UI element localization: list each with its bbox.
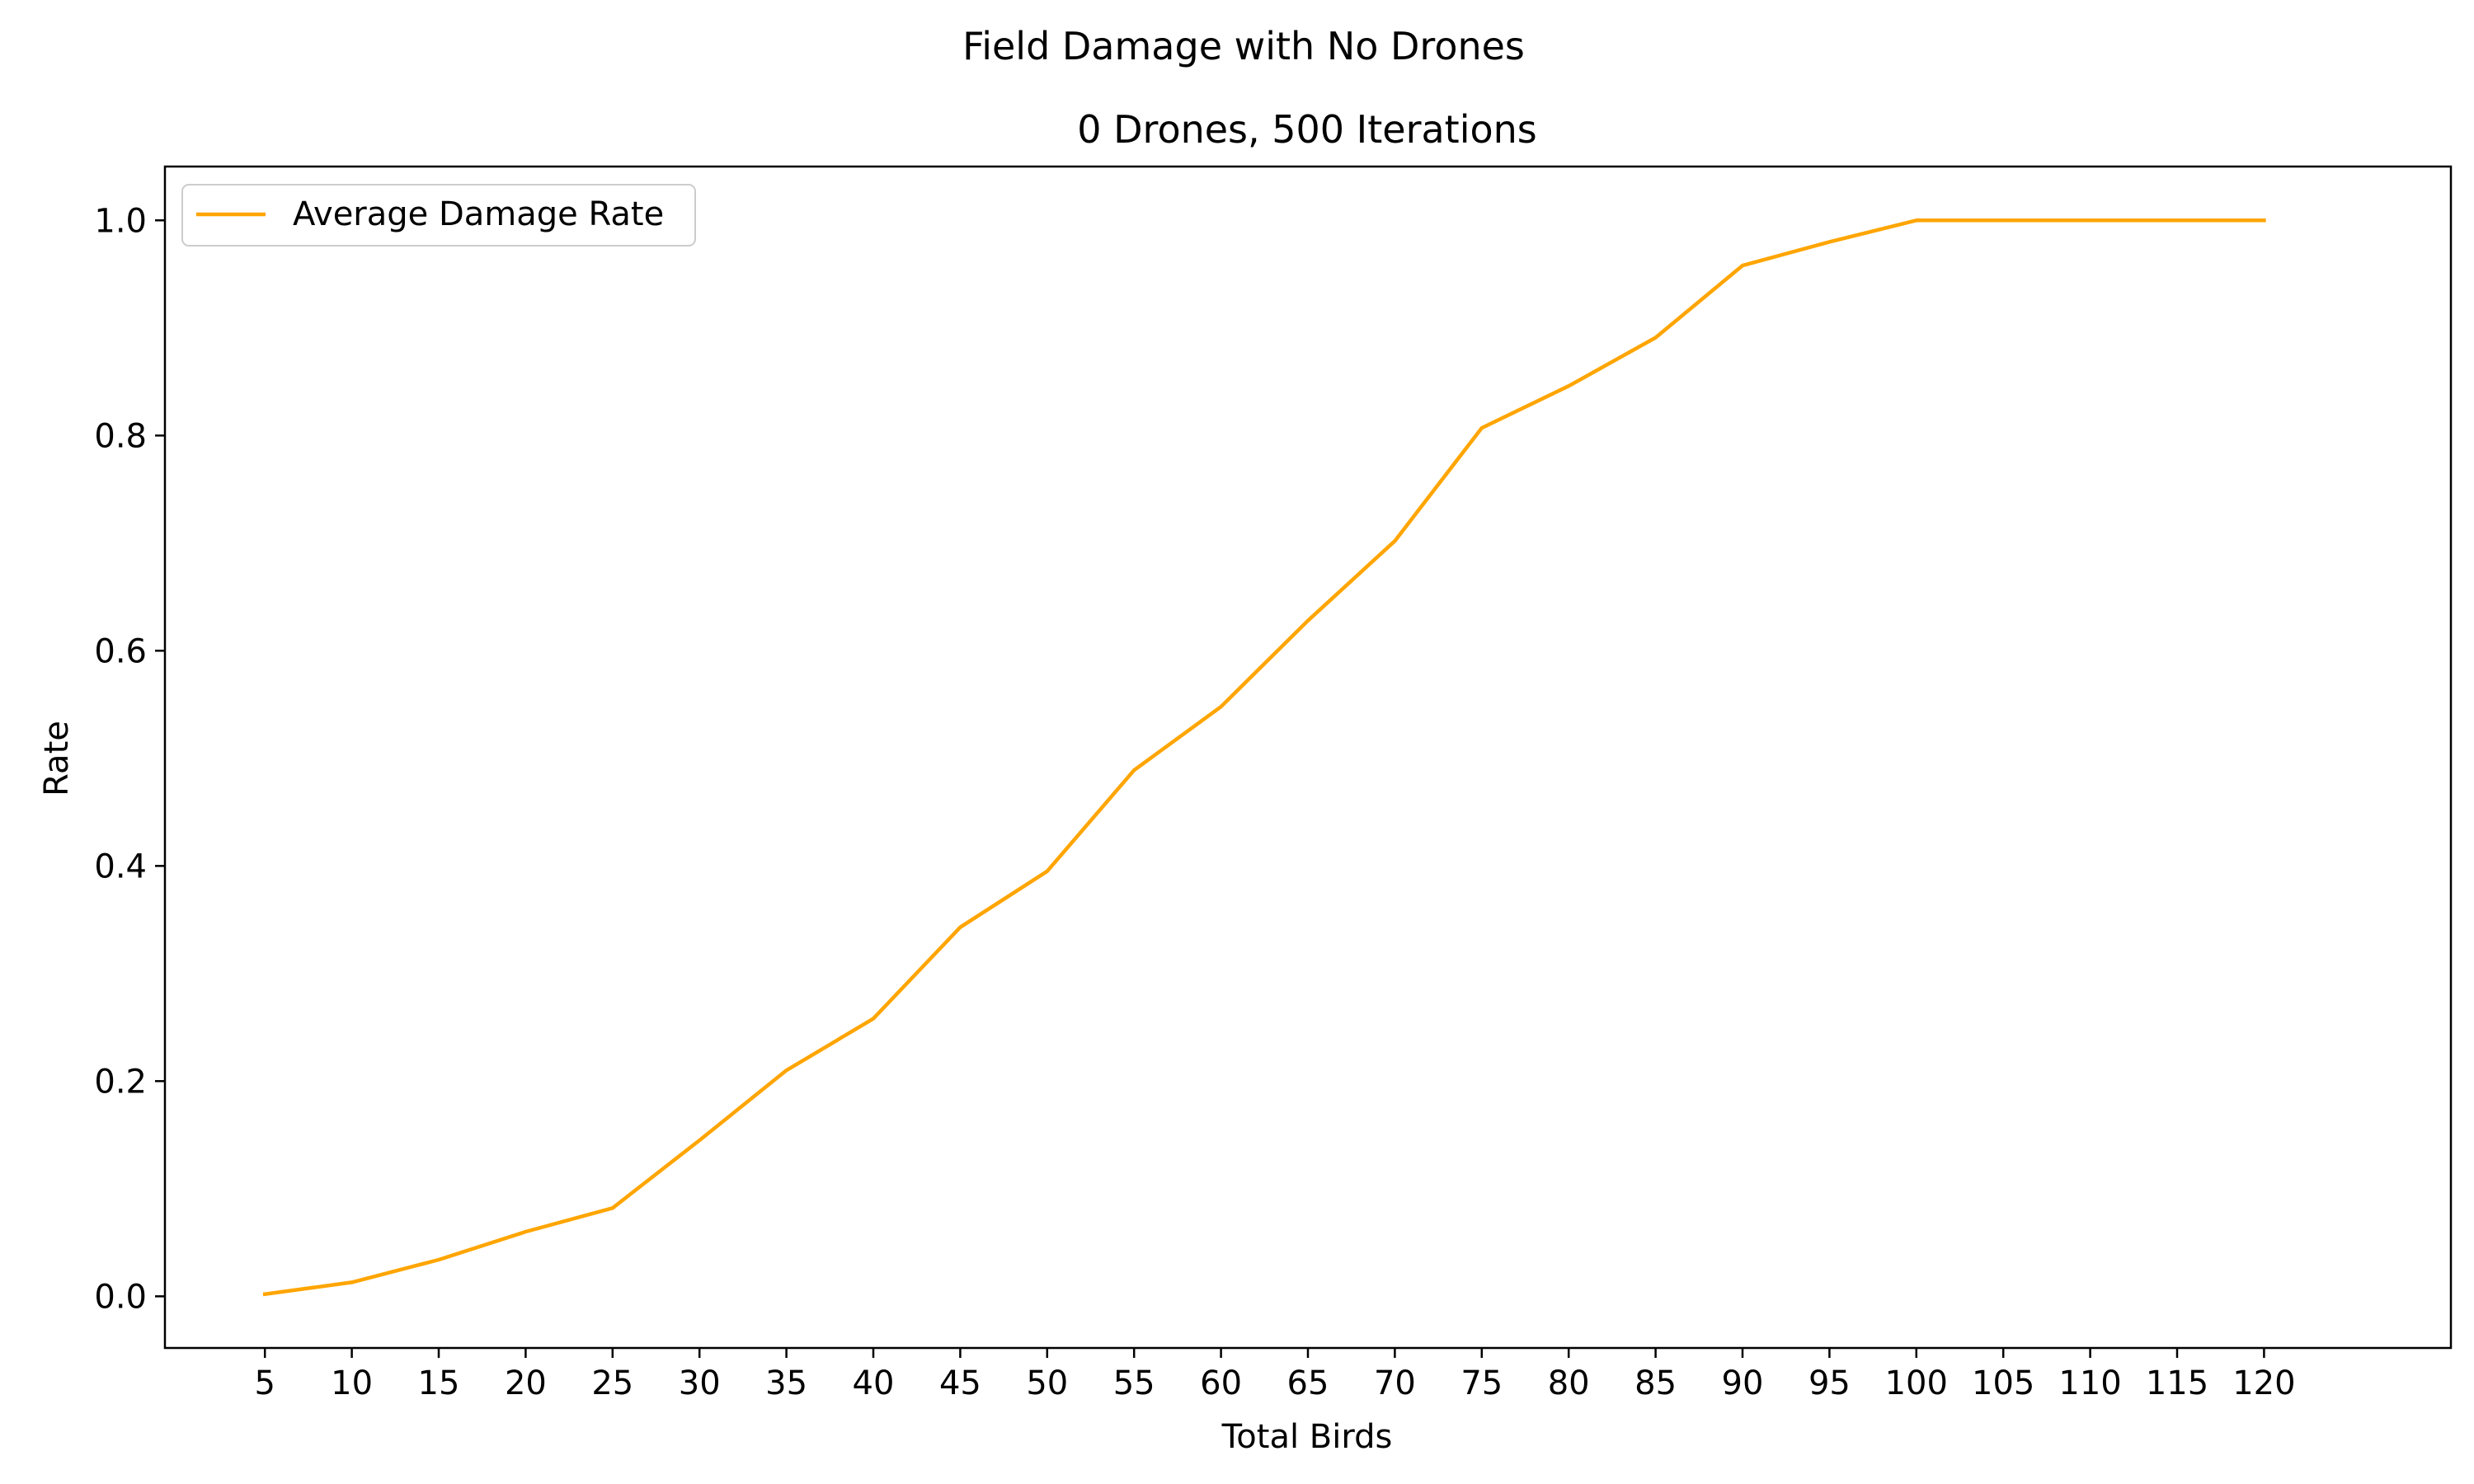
legend: Average Damage Rate bbox=[181, 184, 696, 247]
chart-title: 0 Drones, 500 Iterations bbox=[1077, 107, 1537, 152]
plot-area bbox=[262, 218, 2266, 1297]
x-tick-label: 120 bbox=[2232, 1364, 2295, 1402]
x-tick-label: 40 bbox=[853, 1364, 895, 1402]
y-axis-label: Rate bbox=[38, 721, 76, 796]
x-tick-label: 30 bbox=[679, 1364, 721, 1402]
x-tick-label: 115 bbox=[2146, 1364, 2208, 1402]
x-tick-label: 5 bbox=[254, 1364, 275, 1402]
x-tick-label: 25 bbox=[591, 1364, 633, 1402]
x-tick-label: 85 bbox=[1634, 1364, 1677, 1402]
x-tick-label: 80 bbox=[1548, 1364, 1590, 1402]
y-tick-label: 0.2 bbox=[94, 1063, 147, 1101]
series-line bbox=[262, 218, 2266, 1297]
x-tick-label: 110 bbox=[2058, 1364, 2121, 1402]
x-tick-label: 55 bbox=[1113, 1364, 1155, 1402]
x-tick-label: 20 bbox=[505, 1364, 547, 1402]
x-tick-label: 70 bbox=[1374, 1364, 1416, 1402]
x-axis: 5 10 15 20 25 30 35 40 45 50 55 60 65 70 75 80 85 90 95 100… bbox=[254, 1348, 2296, 1402]
y-tick-label: 1.0 bbox=[94, 202, 147, 240]
legend-label: Average Damage Rate bbox=[293, 195, 664, 233]
x-tick-label: 15 bbox=[418, 1364, 460, 1402]
x-tick-label: 45 bbox=[939, 1364, 981, 1402]
x-tick-label: 95 bbox=[1808, 1364, 1851, 1402]
x-tick-label: 50 bbox=[1026, 1364, 1068, 1402]
x-tick-label: 65 bbox=[1287, 1364, 1329, 1402]
axes-frame bbox=[163, 165, 2453, 1350]
x-tick-label: 35 bbox=[765, 1364, 807, 1402]
figure-suptitle: Field Damage with No Drones bbox=[962, 24, 1525, 68]
x-tick-label: 75 bbox=[1460, 1364, 1503, 1402]
y-tick-label: 0.4 bbox=[94, 848, 147, 885]
x-tick-label: 100 bbox=[1885, 1364, 1948, 1402]
x-tick-label: 90 bbox=[1722, 1364, 1764, 1402]
x-tick-label: 105 bbox=[1972, 1364, 2034, 1402]
y-tick-label: 0.0 bbox=[94, 1278, 147, 1316]
legend-box bbox=[181, 184, 696, 247]
x-axis-label: Total Birds bbox=[1221, 1418, 1393, 1456]
y-tick-label: 0.8 bbox=[94, 417, 147, 455]
y-tick-label: 0.6 bbox=[94, 632, 147, 670]
y-axis: 0.0 0.2 0.4 0.6 0.8 1.0 bbox=[94, 202, 165, 1316]
x-tick-label: 10 bbox=[331, 1364, 373, 1402]
x-tick-label: 60 bbox=[1200, 1364, 1242, 1402]
